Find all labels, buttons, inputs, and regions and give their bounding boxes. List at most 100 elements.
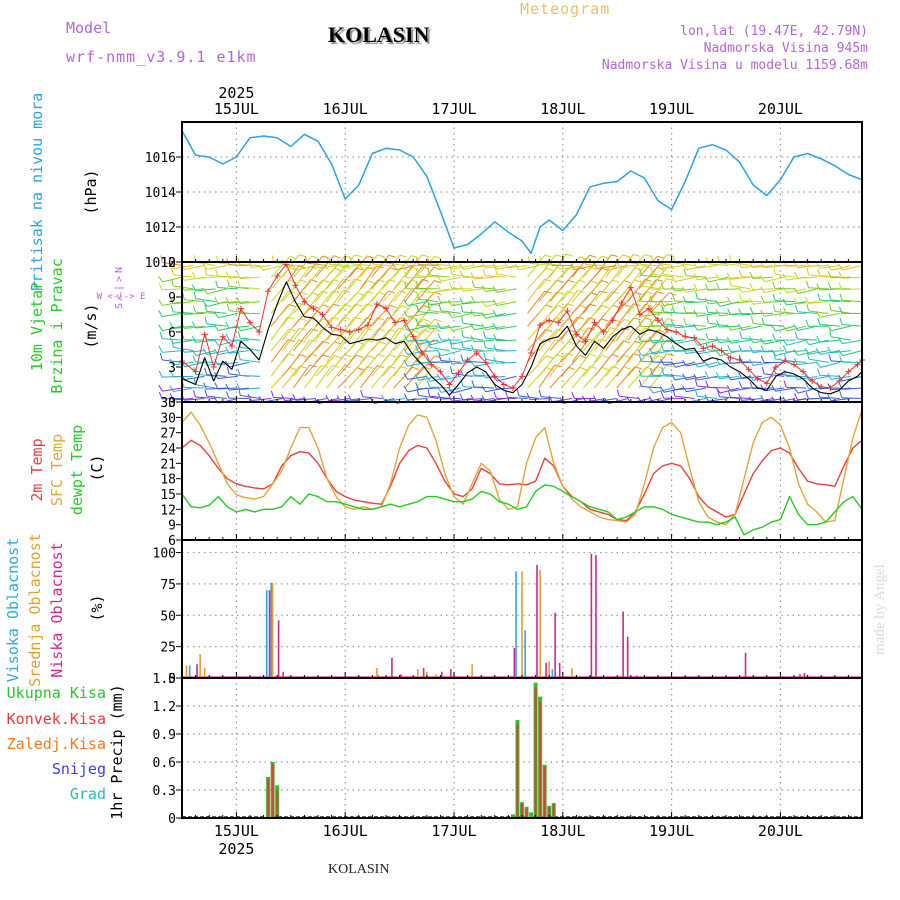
wind-barb [797, 311, 818, 314]
wind-barb [627, 279, 646, 302]
wind-barb-feather [225, 321, 230, 329]
wind-barb-feather [749, 358, 754, 366]
wind-barb [161, 288, 183, 291]
wind-barb [440, 310, 461, 314]
wind-barb-feather [415, 318, 419, 326]
wind-barb-feather [378, 341, 386, 345]
wind-barb-feather [322, 304, 330, 308]
wind-barb [538, 364, 556, 389]
wind-barb [326, 278, 344, 302]
wind-barb [474, 286, 495, 290]
wind-barb [560, 290, 578, 314]
wind-gust-marker [292, 282, 299, 289]
wind-gust-marker [247, 319, 253, 326]
y-tick-label: 1012 [145, 221, 176, 236]
wind-barb-feather [738, 354, 743, 362]
wind-barb [270, 290, 289, 314]
wind-barb-feather [237, 280, 241, 288]
wind-barb [463, 288, 484, 292]
wind-barb [496, 325, 517, 330]
wind-barb-feather [666, 364, 674, 368]
wind-barb-feather [427, 389, 431, 397]
wind-barb [797, 276, 818, 279]
y-tick-label: 9 [168, 291, 176, 306]
wind-barb [582, 318, 602, 341]
wind-barb-feather [192, 390, 196, 398]
wind-barb [173, 325, 194, 330]
wind-barb [819, 323, 840, 327]
wind-barb-feather [650, 267, 654, 275]
y-tick-label: 0 [168, 812, 176, 827]
wind-barb [775, 387, 796, 392]
wind-barb-feather [760, 355, 765, 363]
wind-barb-feather [578, 279, 586, 283]
wind-barb-feather [483, 331, 486, 339]
wind-barb-feather [238, 388, 241, 396]
y-tick-label: 30 [160, 411, 176, 426]
wind-barb-feather [526, 392, 531, 400]
wind-barb-feather [332, 303, 340, 307]
wind-barb-feather [599, 338, 607, 342]
wind-barb [797, 288, 818, 294]
wind-barb-feather [588, 338, 596, 342]
wind-barb [627, 354, 647, 377]
wind-barb [674, 395, 695, 399]
wind-barb [359, 254, 378, 278]
wind-barb [393, 329, 414, 352]
wind-barb-feather [158, 283, 163, 291]
wind-barb-feather [704, 361, 710, 368]
wind-barb-feather [739, 331, 743, 339]
wind-gust-marker [319, 311, 326, 318]
wind-barb-feather [433, 365, 441, 369]
compass-glyph: < [114, 294, 125, 300]
wind-gust-marker [645, 305, 652, 312]
wind-barb-feather [794, 271, 798, 279]
wind-barb-feather [354, 254, 362, 258]
wind-barb [293, 353, 311, 377]
wind-barb-feather [782, 286, 788, 294]
wind-gust-marker [836, 378, 843, 384]
wind-barb-feather [760, 345, 765, 353]
wind-barb-feather [437, 284, 442, 292]
wind-barb [585, 264, 606, 266]
wind-barb [496, 312, 517, 317]
wind-barb-feather [793, 387, 799, 394]
wind-barb-feather [738, 381, 743, 389]
wind-barb [184, 276, 205, 281]
wind-barb [627, 366, 647, 389]
wind-barb-feather [817, 368, 821, 376]
wind-barb-feather [589, 353, 597, 357]
wind-barb [418, 311, 439, 314]
wind-barb [663, 265, 684, 269]
wind-barb-feather [715, 273, 721, 281]
wind-barb-feather [344, 255, 352, 259]
wind-barb-feather [493, 344, 497, 352]
wind-gust-marker [736, 357, 743, 363]
wind-barb [685, 301, 706, 304]
wind-barb-feather [760, 395, 765, 402]
wind-barb-feather [169, 385, 174, 392]
wind-barb-feather [635, 340, 642, 345]
wind-barb [418, 287, 439, 290]
wind-barb-feather [783, 353, 787, 361]
wind-barb [571, 327, 589, 351]
wind-barb-feather [388, 254, 396, 258]
wind-barb-feather [782, 298, 787, 306]
wind-barb [206, 265, 227, 270]
wind-barb-feather [760, 309, 765, 317]
wind-barb-feather [492, 322, 498, 330]
wind-barb-feather [544, 290, 552, 294]
wind-barb [819, 265, 840, 269]
wind-barb-feather [204, 316, 208, 324]
wind-barb [652, 273, 673, 278]
wind-barb-feather [704, 276, 710, 283]
wind-barb [415, 255, 435, 278]
wind-barb-feather [437, 392, 442, 400]
wind-barb [359, 279, 379, 302]
wind-barb-feather [415, 345, 419, 352]
wind-ylabel: (m/s) [82, 303, 100, 348]
wind-barb [797, 301, 818, 305]
wind-gust-line [181, 263, 863, 389]
wind-barb-feather [827, 394, 832, 401]
wind-barb [708, 349, 729, 352]
